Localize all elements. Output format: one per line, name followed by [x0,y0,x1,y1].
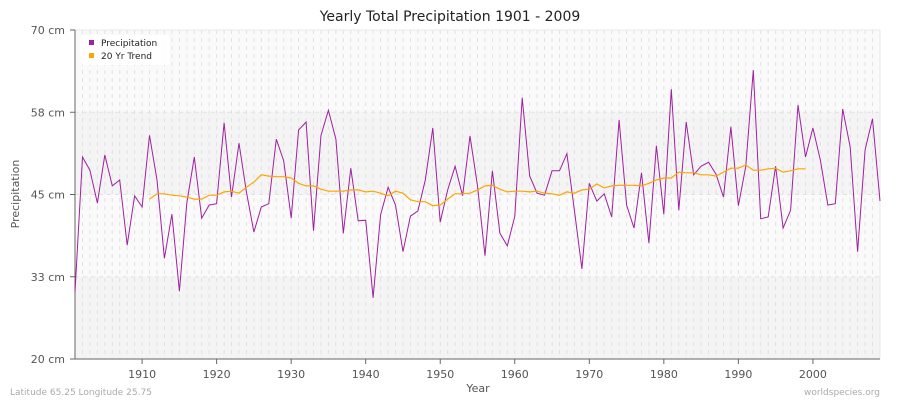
footer-source: worldspecies.org [804,388,880,398]
legend: Precipitation 20 Yr Trend [80,35,170,65]
x-tick-label: 1940 [352,368,380,381]
x-tick-label: 1930 [277,368,305,381]
legend-label-trend: 20 Yr Trend [101,52,152,62]
y-tick-label: 33 cm [31,271,65,284]
y-tick-label: 20 cm [31,353,65,366]
y-tick-label: 45 cm [31,189,65,202]
y-tick-label: 58 cm [31,106,65,119]
precipitation-line [74,70,881,298]
x-tick-label: 1980 [650,368,678,381]
x-tick-label: 1950 [426,368,454,381]
x-tick-label: 1910 [128,368,156,381]
legend-swatch-precipitation [89,40,94,45]
legend-label-precipitation: Precipitation [101,39,157,49]
legend-box [80,35,170,65]
y-axis-label: Precipitation [9,160,22,229]
x-tick-label: 1920 [203,368,231,381]
x-tick-label: 2000 [799,368,827,381]
plot-area: 20 cm 33 cm 45 cm 58 cm 70 cm 1910 1920 1930 194… [31,24,881,381]
legend-swatch-trend [89,53,94,58]
x-tick-label: 1990 [724,368,752,381]
y-tick-label: 70 cm [31,24,65,37]
chart-title: Yearly Total Precipitation 1901 - 2009 [319,9,581,25]
footer-location: Latitude 65.25 Longitude 25.75 [10,388,152,398]
trend-line [149,164,806,207]
x-axis-label: Year [465,382,490,395]
x-tick-label: 1960 [501,368,529,381]
x-tick-label: 1970 [575,368,603,381]
